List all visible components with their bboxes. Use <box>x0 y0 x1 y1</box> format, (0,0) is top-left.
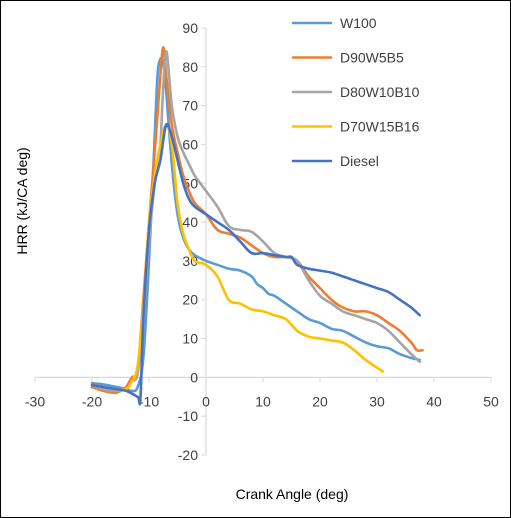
series-line-d70w15b16 <box>90 123 384 391</box>
series-lines <box>90 46 424 406</box>
legend-label-diesel: Diesel <box>340 153 379 169</box>
y-tick-label: 0 <box>190 369 198 385</box>
x-tick-label: 0 <box>202 393 210 409</box>
legend-label-d90w5b5: D90W5B5 <box>340 50 404 66</box>
y-tick-label: 20 <box>182 292 198 308</box>
x-tick-label: 10 <box>255 393 271 409</box>
y-tick-label: -20 <box>178 447 198 463</box>
legend: W100 D90W5B5 D80W10B10 D70W15B16 Diesel <box>291 15 420 169</box>
legend-label-w100: W100 <box>340 15 377 31</box>
x-tick-label: 40 <box>426 393 442 409</box>
x-tick-label: -10 <box>139 393 159 409</box>
y-tick-label: 90 <box>182 20 198 36</box>
x-tick-label: 30 <box>369 393 385 409</box>
y-tick-label: 30 <box>182 253 198 269</box>
x-tick-label: -30 <box>25 393 45 409</box>
y-tick-label: 70 <box>182 98 198 114</box>
y-tick-label: 40 <box>182 214 198 230</box>
y-axis-title: HRR (kJ/CA deg) <box>14 147 30 254</box>
x-tick-labels: -30 -20 -10 0 10 20 30 40 50 <box>25 393 499 409</box>
legend-label-d80w10b10: D80W10B10 <box>340 84 420 100</box>
x-tick-label: -20 <box>82 393 102 409</box>
y-tick-label: 10 <box>182 331 198 347</box>
x-tick-label: 50 <box>483 393 499 409</box>
legend-label-d70w15b16: D70W15B16 <box>340 119 420 135</box>
x-tick-label: 20 <box>312 393 328 409</box>
series-line-w100 <box>90 56 422 393</box>
y-tick-label: 80 <box>182 59 198 75</box>
x-axis-title: Crank Angle (deg) <box>236 486 349 502</box>
series-line-diesel <box>90 122 422 406</box>
y-tick-label: 60 <box>182 136 198 152</box>
y-tick-label: -10 <box>178 408 198 424</box>
axes <box>34 27 492 456</box>
